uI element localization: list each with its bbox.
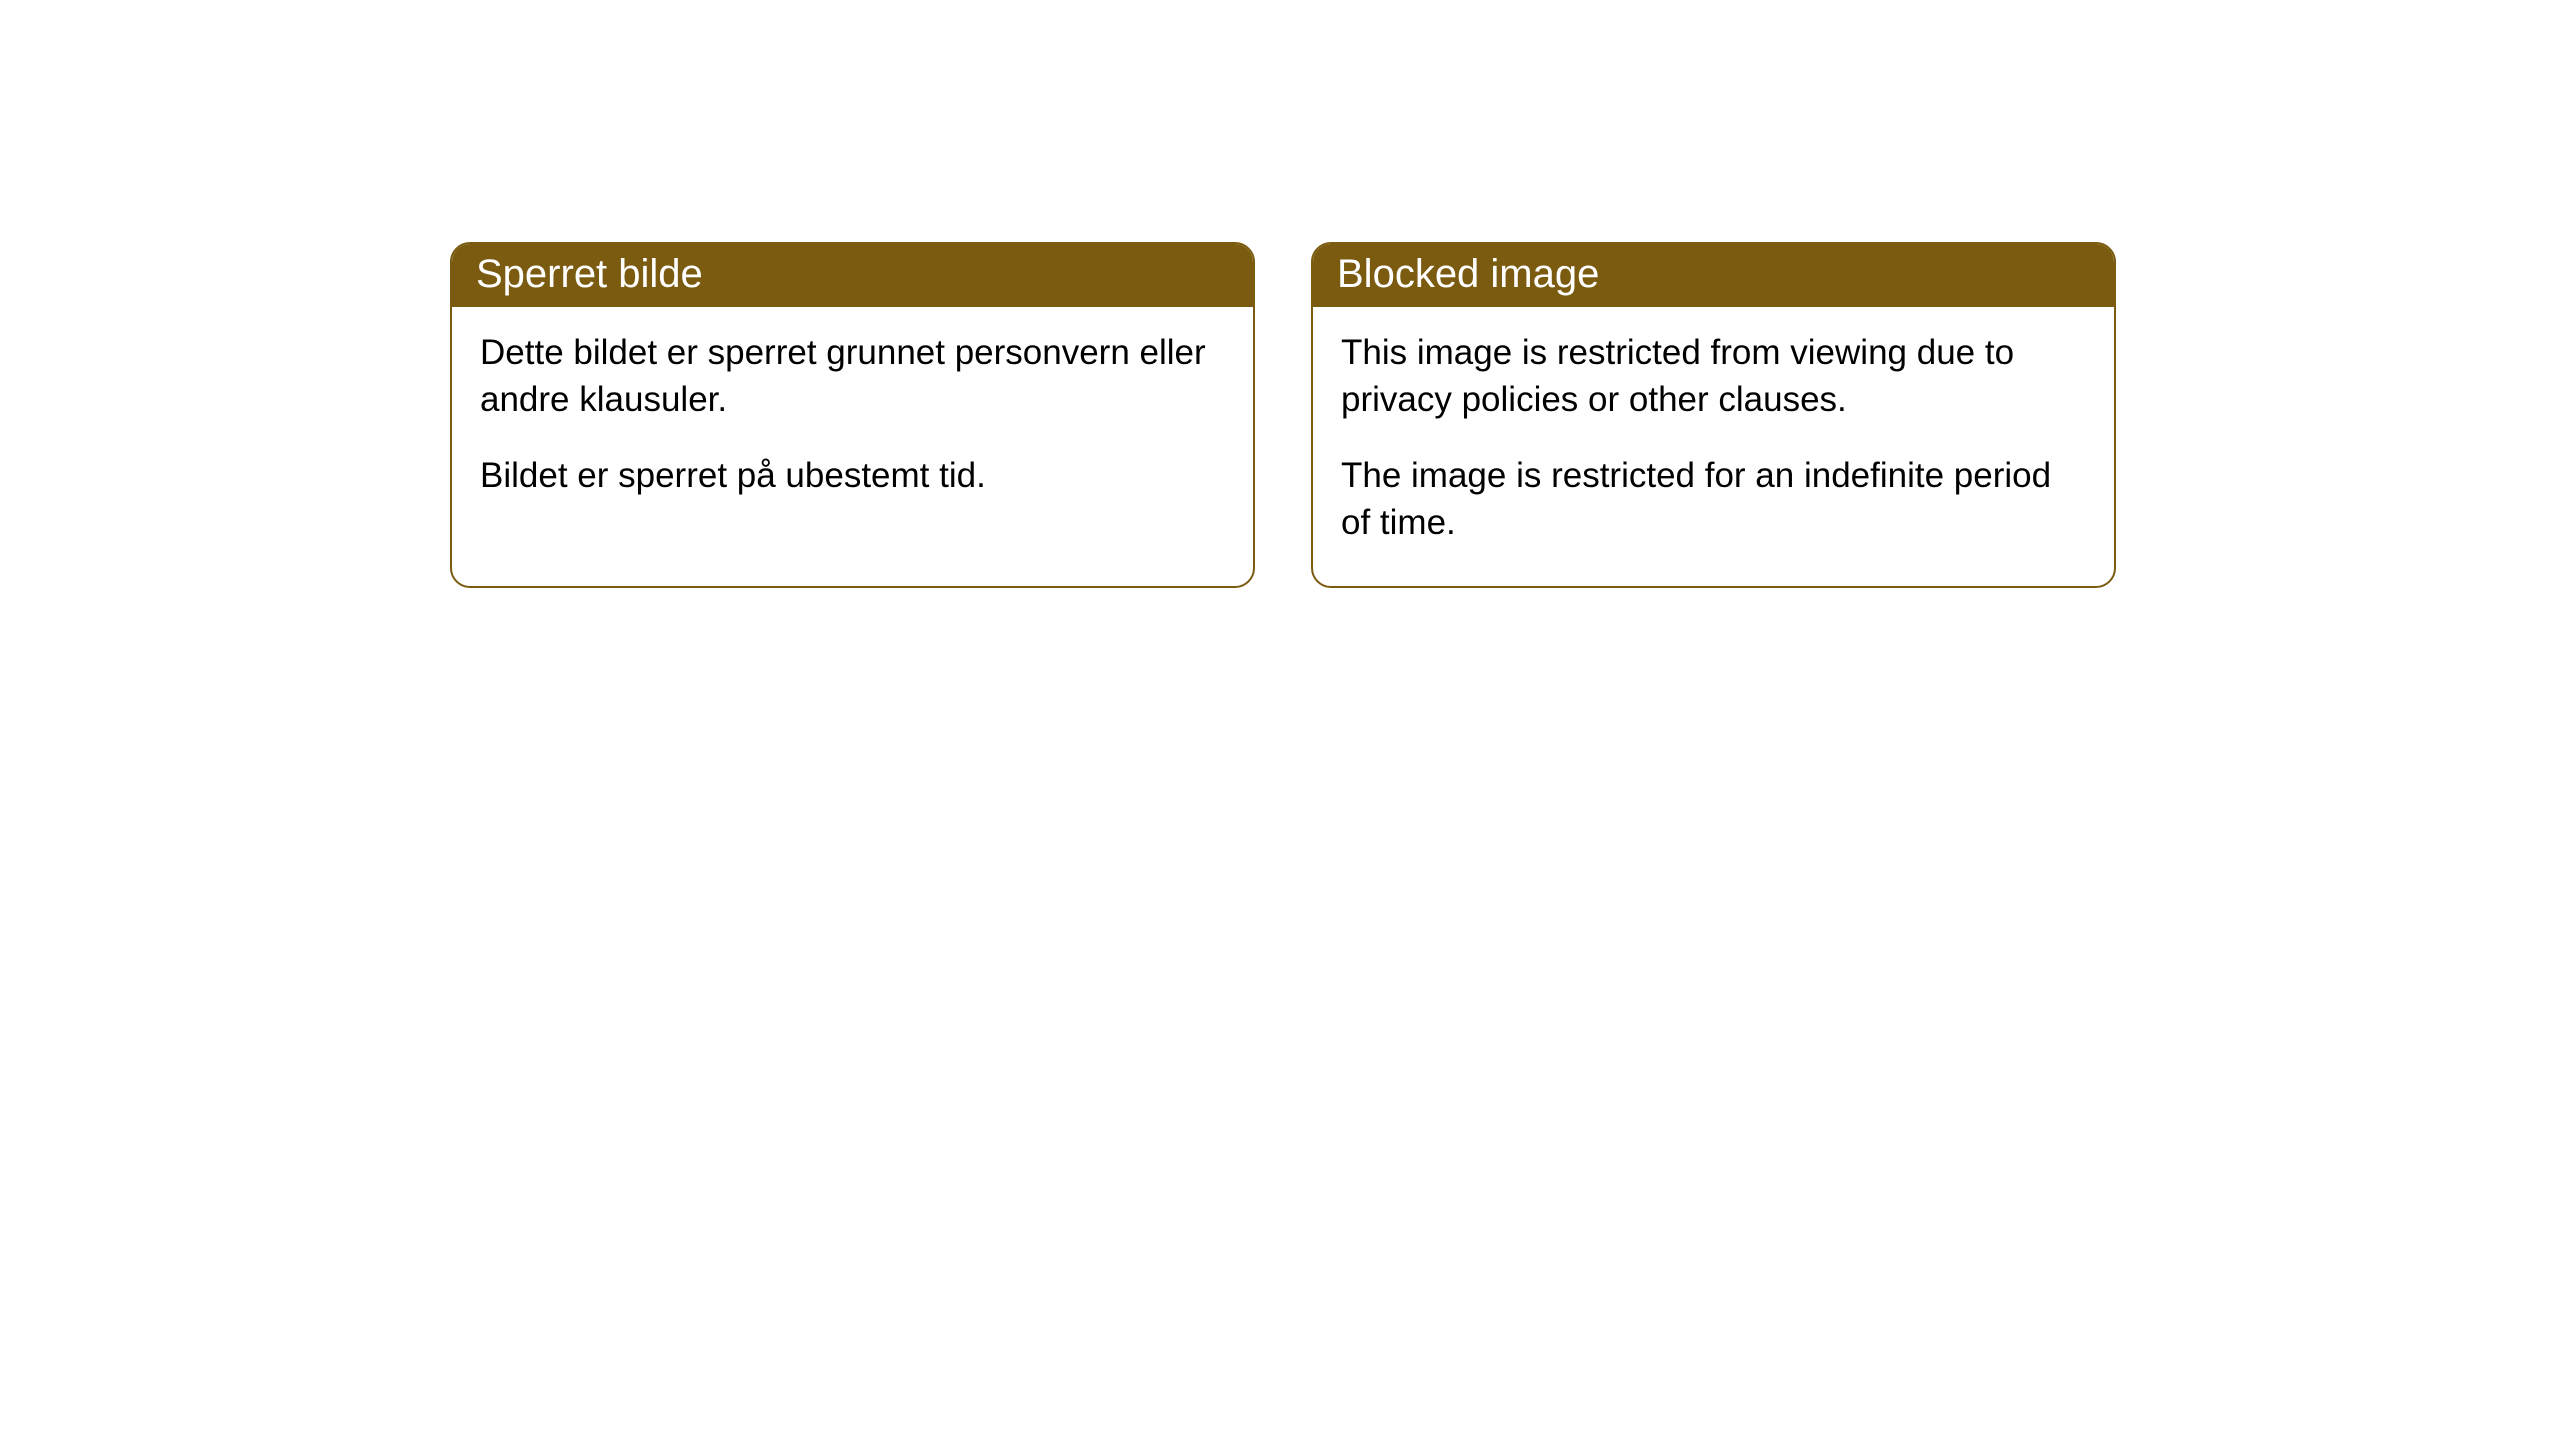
card-body-en: This image is restricted from viewing du… [1313, 307, 2114, 586]
notice-text-no-1: Dette bildet er sperret grunnet personve… [480, 329, 1225, 424]
notice-text-no-2: Bildet er sperret på ubestemt tid. [480, 452, 1225, 499]
blocked-image-notice-en: Blocked image This image is restricted f… [1311, 242, 2116, 588]
blocked-image-notice-no: Sperret bilde Dette bildet er sperret gr… [450, 242, 1255, 588]
notice-cards-container: Sperret bilde Dette bildet er sperret gr… [0, 0, 2560, 588]
notice-text-en-1: This image is restricted from viewing du… [1341, 329, 2086, 424]
notice-text-en-2: The image is restricted for an indefinit… [1341, 452, 2086, 547]
card-header-no: Sperret bilde [452, 244, 1253, 307]
card-body-no: Dette bildet er sperret grunnet personve… [452, 307, 1253, 539]
card-header-en: Blocked image [1313, 244, 2114, 307]
